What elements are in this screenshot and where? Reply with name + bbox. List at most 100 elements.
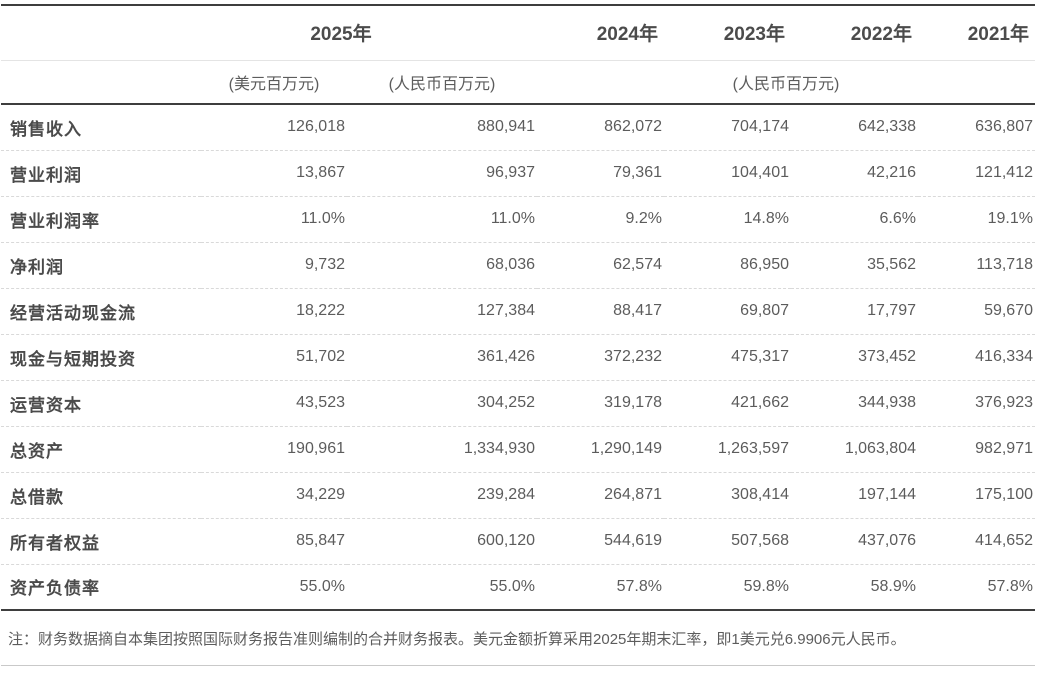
value-cell: 308,414 [664, 472, 791, 519]
row-label: 净利润 [1, 242, 201, 289]
value-cell: 373,452 [791, 334, 918, 381]
value-cell: 79,361 [537, 150, 664, 197]
value-cell: 1,063,804 [791, 426, 918, 473]
table-row-net-profit: 净利润 9,732 68,036 62,574 86,950 35,562 11… [1, 242, 1035, 289]
value-cell: 35,562 [791, 242, 918, 289]
value-cell: 68,036 [347, 242, 537, 289]
value-cell: 86,950 [664, 242, 791, 289]
value-cell: 437,076 [791, 518, 918, 565]
value-cell: 982,971 [918, 426, 1035, 473]
year-header-2021: 2021年 [918, 4, 1035, 61]
value-cell: 600,120 [347, 518, 537, 565]
value-cell: 421,662 [664, 380, 791, 427]
value-cell: 11.0% [347, 196, 537, 243]
value-cell: 1,290,149 [537, 426, 664, 473]
table-row-total-borrowings: 总借款 34,229 239,284 264,871 308,414 197,1… [1, 472, 1035, 519]
value-cell: 361,426 [347, 334, 537, 381]
table-row-owners-equity: 所有者权益 85,847 600,120 544,619 507,568 437… [1, 518, 1035, 565]
year-header-2024: 2024年 [537, 4, 664, 61]
value-cell: 62,574 [537, 242, 664, 289]
value-cell: 55.0% [347, 564, 537, 611]
value-cell: 1,263,597 [664, 426, 791, 473]
year-header-row: 2025年 2024年 2023年 2022年 2021年 [1, 4, 1035, 61]
value-cell: 126,018 [201, 104, 347, 151]
value-cell: 88,417 [537, 288, 664, 335]
row-label: 现金与短期投资 [1, 334, 201, 381]
empty-corner-cell [1, 60, 201, 105]
row-label: 运营资本 [1, 380, 201, 427]
value-cell: 304,252 [347, 380, 537, 427]
row-label: 所有者权益 [1, 518, 201, 565]
value-cell: 13,867 [201, 150, 347, 197]
value-cell: 51,702 [201, 334, 347, 381]
row-label: 经营活动现金流 [1, 288, 201, 335]
value-cell: 69,807 [664, 288, 791, 335]
value-cell: 59,670 [918, 288, 1035, 335]
value-cell: 414,652 [918, 518, 1035, 565]
table-row-revenue: 销售收入 126,018 880,941 862,072 704,174 642… [1, 104, 1035, 151]
value-cell: 175,100 [918, 472, 1035, 519]
footnote: 注：财务数据摘自本集团按照国际财务报告准则编制的合并财务报表。美元金额折算采用2… [1, 611, 1035, 666]
financial-summary-table: 2025年 2024年 2023年 2022年 2021年 (美元百万元) (人… [1, 4, 1035, 611]
row-label: 资产负债率 [1, 564, 201, 611]
table-row-operating-margin: 营业利润率 11.0% 11.0% 9.2% 14.8% 6.6% 19.1% [1, 196, 1035, 243]
value-cell: 190,961 [201, 426, 347, 473]
value-cell: 9,732 [201, 242, 347, 289]
value-cell: 17,797 [791, 288, 918, 335]
table-row-operating-cash-flow: 经营活动现金流 18,222 127,384 88,417 69,807 17,… [1, 288, 1035, 335]
row-label: 销售收入 [1, 104, 201, 151]
value-cell: 862,072 [537, 104, 664, 151]
value-cell: 880,941 [347, 104, 537, 151]
value-cell: 704,174 [664, 104, 791, 151]
table-row-working-capital: 运营资本 43,523 304,252 319,178 421,662 344,… [1, 380, 1035, 427]
value-cell: 58.9% [791, 564, 918, 611]
unit-header-usd: (美元百万元) [201, 60, 347, 105]
value-cell: 57.8% [918, 564, 1035, 611]
value-cell: 11.0% [201, 196, 347, 243]
unit-header-row: (美元百万元) (人民币百万元) (人民币百万元) [1, 60, 1035, 105]
value-cell: 475,317 [664, 334, 791, 381]
value-cell: 121,412 [918, 150, 1035, 197]
year-header-2025: 2025年 [201, 4, 537, 61]
value-cell: 416,334 [918, 334, 1035, 381]
value-cell: 544,619 [537, 518, 664, 565]
value-cell: 43,523 [201, 380, 347, 427]
year-header-2022: 2022年 [791, 4, 918, 61]
value-cell: 19.1% [918, 196, 1035, 243]
year-header-2023: 2023年 [664, 4, 791, 61]
value-cell: 372,232 [537, 334, 664, 381]
value-cell: 319,178 [537, 380, 664, 427]
unit-header-rmb-2025: (人民币百万元) [347, 60, 537, 105]
value-cell: 59.8% [664, 564, 791, 611]
value-cell: 18,222 [201, 288, 347, 335]
row-label: 总资产 [1, 426, 201, 473]
value-cell: 376,923 [918, 380, 1035, 427]
value-cell: 113,718 [918, 242, 1035, 289]
row-label: 营业利润率 [1, 196, 201, 243]
value-cell: 344,938 [791, 380, 918, 427]
value-cell: 57.8% [537, 564, 664, 611]
value-cell: 104,401 [664, 150, 791, 197]
value-cell: 42,216 [791, 150, 918, 197]
value-cell: 9.2% [537, 196, 664, 243]
value-cell: 239,284 [347, 472, 537, 519]
value-cell: 197,144 [791, 472, 918, 519]
value-cell: 55.0% [201, 564, 347, 611]
value-cell: 34,229 [201, 472, 347, 519]
value-cell: 6.6% [791, 196, 918, 243]
value-cell: 636,807 [918, 104, 1035, 151]
value-cell: 1,334,930 [347, 426, 537, 473]
value-cell: 642,338 [791, 104, 918, 151]
value-cell: 264,871 [537, 472, 664, 519]
value-cell: 507,568 [664, 518, 791, 565]
value-cell: 14.8% [664, 196, 791, 243]
row-label: 营业利润 [1, 150, 201, 197]
table-row-total-assets: 总资产 190,961 1,334,930 1,290,149 1,263,59… [1, 426, 1035, 473]
value-cell: 127,384 [347, 288, 537, 335]
row-label: 总借款 [1, 472, 201, 519]
table-row-debt-to-asset-ratio: 资产负债率 55.0% 55.0% 57.8% 59.8% 58.9% 57.8… [1, 564, 1035, 611]
table-row-operating-profit: 营业利润 13,867 96,937 79,361 104,401 42,216… [1, 150, 1035, 197]
unit-header-rmb-group: (人民币百万元) [537, 60, 1035, 105]
table-row-cash-short-term-investments: 现金与短期投资 51,702 361,426 372,232 475,317 3… [1, 334, 1035, 381]
